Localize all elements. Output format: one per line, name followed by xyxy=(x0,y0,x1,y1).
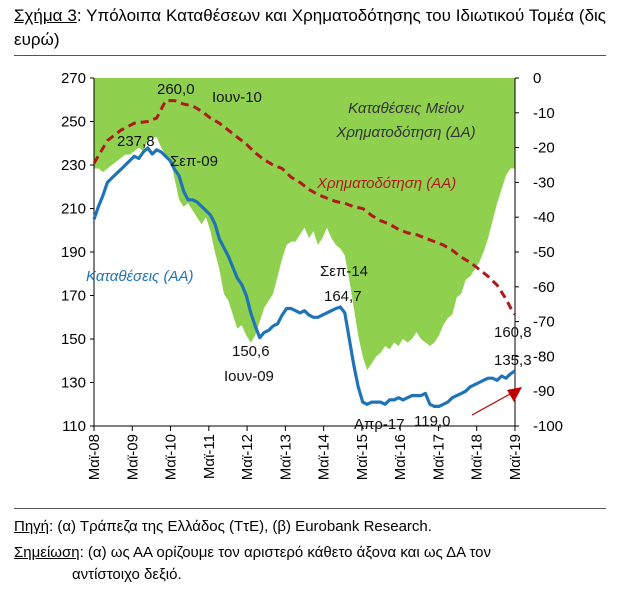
date-label-sep09: Σεπ-09 xyxy=(170,153,218,170)
y-left-tick-label: 170 xyxy=(61,288,86,305)
value-label-160: 160,8 xyxy=(494,324,532,341)
deposits-loans-chart: 270 250 230 210 190 170 150 130 110 0 -10 -20 -30 -4… xyxy=(61,70,563,480)
title-divider xyxy=(14,55,606,56)
annotation-arrow-head xyxy=(507,387,522,402)
y-right-tick-label: -100 xyxy=(533,418,563,435)
x-axis: Μαϊ-08 Μαϊ-09 Μαϊ-10 Μαϊ-11 Μαϊ-12 Μαϊ-13 Μαϊ-… xyxy=(86,425,524,480)
value-label-260: 260,0 xyxy=(157,81,195,98)
deposits-line xyxy=(92,146,516,408)
x-tick-label: Μαϊ-14 xyxy=(316,434,333,480)
y-left-tick-label: 190 xyxy=(61,244,86,261)
deposits-series-label: Καταθέσεις (ΑΑ) xyxy=(86,268,194,285)
x-tick-label: Μαϊ-18 xyxy=(469,434,486,480)
x-tick-label: Μαϊ-17 xyxy=(430,434,447,480)
y-right-tick-label: -40 xyxy=(533,209,555,226)
x-tick-label: Μαϊ-13 xyxy=(277,434,294,480)
x-tick-label: Μαϊ-12 xyxy=(239,434,256,480)
value-label-135: 135,3 xyxy=(494,352,532,369)
y-left-tick-label: 270 xyxy=(61,70,86,87)
method-note: Σημείωση: (α) ως ΑΑ ορίζουμε τον αριστερ… xyxy=(14,542,614,586)
notes-divider xyxy=(14,508,606,509)
value-label-164: 164,7 xyxy=(324,288,362,305)
loans-series-label: Χρηματοδότηση (ΑΑ) xyxy=(316,175,456,192)
area-series-label-1: Καταθέσεις Μείον xyxy=(348,100,464,117)
value-label-119: 119,0 xyxy=(414,413,450,430)
y-axis-left: 270 250 230 210 190 170 150 130 110 xyxy=(61,70,95,435)
note-text-continued: αντίστοιχο δεξιό. xyxy=(72,566,182,583)
x-tick-label: Μαϊ-11 xyxy=(201,434,218,479)
y-right-tick-label: -20 xyxy=(533,140,555,157)
y-right-tick-label: -60 xyxy=(533,279,555,296)
y-right-tick-label: -10 xyxy=(533,105,555,122)
area-series-label-2: Χρηματοδότηση (ΔΑ) xyxy=(335,124,475,141)
y-right-tick-label: -50 xyxy=(533,244,555,261)
source-note: Πηγή: (α) Τράπεζα της Ελλάδος (ΤτΕ), (β)… xyxy=(14,516,614,538)
y-right-tick-label: -90 xyxy=(533,383,555,400)
y-left-tick-label: 210 xyxy=(61,201,86,218)
source-text: : (α) Τράπεζα της Ελλάδος (ΤτΕ), (β) Eur… xyxy=(49,518,432,535)
y-axis-right: 0 -10 -20 -30 -40 -50 -60 -70 -80 -90 -100 xyxy=(514,70,563,435)
y-right-tick-label: -70 xyxy=(533,314,555,331)
chart-notes: Πηγή: (α) Τράπεζα της Ελλάδος (ΤτΕ), (β)… xyxy=(14,514,614,590)
y-right-tick-label: -30 xyxy=(533,174,555,191)
x-tick-label: Μαϊ-15 xyxy=(354,434,371,480)
note-text: : (α) ως ΑΑ ορίζουμε τον αριστερό κάθετο… xyxy=(79,544,492,561)
y-right-tick-label: 0 xyxy=(533,70,541,87)
note-label: Σημείωση xyxy=(14,544,80,561)
y-left-tick-label: 150 xyxy=(61,331,86,348)
value-label-237: 237,8 xyxy=(117,133,155,150)
source-label: Πηγή xyxy=(14,518,50,535)
annotation-arrow-line xyxy=(471,393,511,416)
deposits-minus-loans-area xyxy=(94,78,515,371)
x-tick-label: Μαϊ-19 xyxy=(507,434,524,480)
x-tick-label: Μαϊ-08 xyxy=(86,434,103,480)
value-label-150: 150,6 xyxy=(232,343,270,360)
y-right-tick-label: -80 xyxy=(533,348,555,365)
x-tick-label: Μαϊ-09 xyxy=(124,434,141,480)
y-left-tick-label: 130 xyxy=(61,375,86,392)
figure-label: Σχήμα 3 xyxy=(14,6,77,25)
loans-line xyxy=(92,99,517,316)
y-left-tick-label: 230 xyxy=(61,157,86,174)
figure-title: Σχήμα 3: Υπόλοιπα Καταθέσεων και Χρηματο… xyxy=(14,4,606,52)
x-tick-label: Μαϊ-16 xyxy=(392,434,409,480)
figure-title-text: : Υπόλοιπα Καταθέσεων και Χρηματοδότησης… xyxy=(14,6,606,49)
date-label-jun10: Ιουν-10 xyxy=(212,89,262,106)
date-label-apr17: Απρ-17 xyxy=(354,416,405,433)
date-label-sep14: Σεπ-14 xyxy=(320,263,368,280)
y-left-tick-label: 110 xyxy=(62,418,86,435)
y-left-tick-label: 250 xyxy=(61,114,86,131)
x-tick-label: Μαϊ-10 xyxy=(163,434,180,480)
date-label-jun09: Ιουν-09 xyxy=(224,368,274,385)
